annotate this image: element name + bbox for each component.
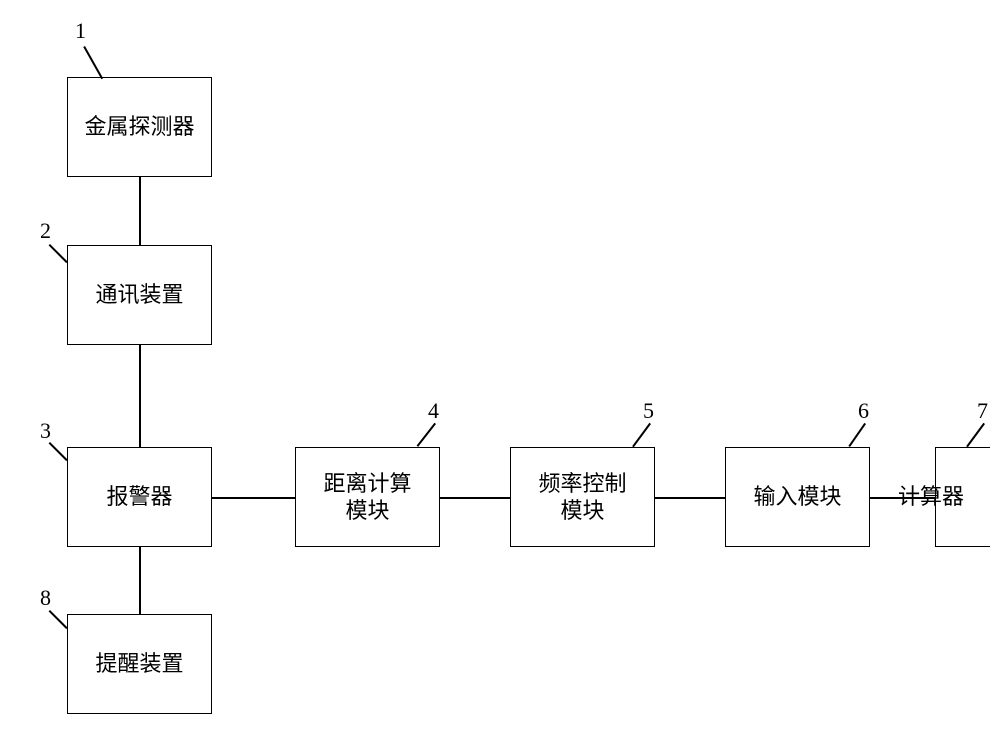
diagram-canvas: 金属探测器 1 通讯装置 2 报警器 3 距离计算 模块 4 频率控制 模块 5 输入模块 6 计算器 7… <box>0 0 1000 741</box>
node-label: 距离计算 模块 <box>323 470 411 525</box>
node-n4: 距离计算 模块 <box>295 447 440 547</box>
node-label: 金属探测器 <box>84 113 194 141</box>
leader-line <box>49 610 68 629</box>
node-label: 频率控制 模块 <box>538 470 626 525</box>
leader-line <box>633 423 651 447</box>
edge <box>139 177 141 245</box>
node-n2: 通讯装置 <box>67 245 212 345</box>
node-n3: 报警器 <box>67 447 212 547</box>
node-number-n1: 1 <box>75 18 86 44</box>
leader-line <box>417 423 436 447</box>
node-n1: 金属探测器 <box>67 77 212 177</box>
edge <box>870 497 935 499</box>
edge <box>212 497 295 499</box>
node-number-n7: 7 <box>977 398 988 424</box>
node-number-n6: 6 <box>858 398 869 424</box>
edge <box>655 497 725 499</box>
node-label: 输入模块 <box>753 483 841 511</box>
node-number-n2: 2 <box>40 218 51 244</box>
node-label: 通讯装置 <box>95 281 183 309</box>
leader-line <box>84 46 103 79</box>
node-label: 报警器 <box>106 483 172 511</box>
node-number-n5: 5 <box>643 398 654 424</box>
leader-line <box>49 442 68 461</box>
edge <box>139 547 141 614</box>
edge <box>139 345 141 447</box>
leader-line <box>49 244 68 263</box>
edge <box>440 497 510 499</box>
node-n5: 频率控制 模块 <box>510 447 655 547</box>
leader-line <box>967 423 985 447</box>
leader-line <box>849 423 866 447</box>
node-n6: 输入模块 <box>725 447 870 547</box>
node-number-n3: 3 <box>40 418 51 444</box>
node-number-n8: 8 <box>40 585 51 611</box>
node-label: 提醒装置 <box>95 650 183 678</box>
node-n7: 计算器 <box>935 447 990 547</box>
node-number-n4: 4 <box>428 398 439 424</box>
node-n8: 提醒装置 <box>67 614 212 714</box>
